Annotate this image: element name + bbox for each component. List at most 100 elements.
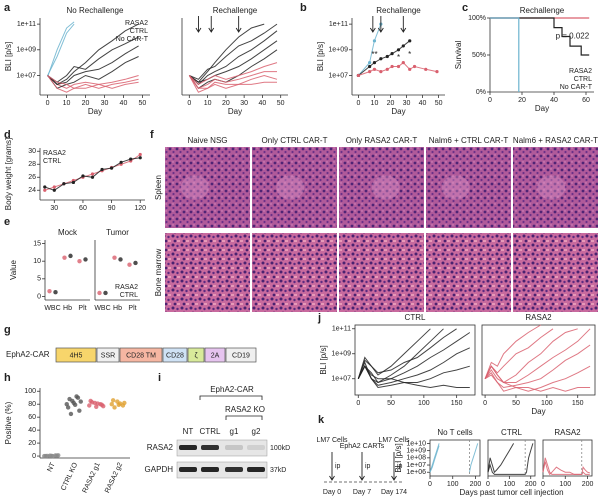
x-tick-label: 0 xyxy=(356,100,360,107)
domain-label: 2A xyxy=(211,352,220,359)
series-line xyxy=(47,75,139,89)
point xyxy=(112,255,117,260)
histology-image xyxy=(252,147,337,228)
x-tick-label: 200 xyxy=(470,481,482,488)
point xyxy=(112,405,117,410)
histology-image xyxy=(165,233,250,312)
x-tick-label: 100 xyxy=(418,400,430,407)
point xyxy=(56,453,61,458)
y-tick-label: 26 xyxy=(28,174,36,181)
series-line xyxy=(188,62,278,86)
follicle xyxy=(537,175,566,200)
annotation: * xyxy=(397,53,400,62)
histology-image xyxy=(426,233,511,312)
panel-letter: j xyxy=(317,312,321,324)
point xyxy=(90,172,95,176)
point xyxy=(50,453,55,459)
point xyxy=(118,257,123,262)
point xyxy=(396,64,401,69)
series-line xyxy=(189,40,278,83)
point xyxy=(109,166,114,170)
point xyxy=(396,48,401,52)
point xyxy=(89,400,95,405)
histology-image xyxy=(426,147,511,228)
point xyxy=(77,408,82,413)
point xyxy=(101,403,106,409)
x-tick-label: 100 xyxy=(559,481,571,488)
schema-arrow xyxy=(329,452,335,481)
x-tick-label: 60 xyxy=(582,97,590,104)
lane-label: g1 xyxy=(230,427,239,436)
x-tick-label: 50 xyxy=(512,400,520,407)
rechallenge-arrow xyxy=(369,16,376,33)
construct-domain xyxy=(96,347,120,363)
point xyxy=(109,402,114,407)
legend-entry: CTRL xyxy=(130,28,148,35)
rechallenge-arrow xyxy=(208,16,215,33)
x-axis-label: Day xyxy=(535,104,549,113)
series-line xyxy=(357,365,470,389)
column-header: Only CTRL CAR-T xyxy=(262,136,328,145)
point xyxy=(72,402,78,408)
point xyxy=(65,405,71,410)
plot-frame xyxy=(354,324,476,396)
series-line xyxy=(484,365,591,392)
panel-letter: f xyxy=(150,129,154,141)
series-line xyxy=(429,443,440,473)
series-line xyxy=(189,23,278,80)
panel-letter: d xyxy=(4,129,11,141)
x-tick-label: 0 xyxy=(488,97,492,104)
point xyxy=(356,73,361,78)
survival-curve xyxy=(490,17,520,92)
blot-band xyxy=(247,467,265,472)
point xyxy=(122,400,127,406)
y-tick-label: 20 xyxy=(28,440,36,447)
construct-domain xyxy=(119,347,163,363)
category-label: Hb xyxy=(113,305,122,312)
blot-strip xyxy=(176,439,268,457)
blot-band xyxy=(201,467,219,472)
domain-label: CD28 xyxy=(166,352,184,359)
size-marker: 37kD xyxy=(270,467,286,474)
panel-title: No T cells xyxy=(437,428,472,437)
column-header: Nalm6 + CTRL CAR-T xyxy=(429,136,509,145)
point xyxy=(68,411,74,417)
category-label: RASA2 g2 xyxy=(104,462,124,495)
point xyxy=(52,188,56,192)
series-line xyxy=(357,328,431,379)
panel-letter: i xyxy=(158,372,161,384)
column-header: Only RASA2 CAR-T xyxy=(346,136,418,145)
y-axis-label: BLI [p/s] xyxy=(316,42,325,71)
x-tick-label: 30 xyxy=(101,100,109,107)
series-line xyxy=(542,461,590,476)
y-axis-label: BLI [p/s] xyxy=(319,345,328,374)
x-tick-label: 20 xyxy=(518,97,526,104)
construct-label: EphA2-CAR xyxy=(6,350,50,359)
point xyxy=(138,156,142,160)
point xyxy=(379,57,383,61)
point xyxy=(44,453,50,459)
x-axis-label: Day xyxy=(228,107,242,116)
panel-letter: a xyxy=(4,2,11,14)
blot-strip xyxy=(176,461,268,479)
y-tick-label: 1e+08 xyxy=(406,455,426,462)
construct-domain xyxy=(162,347,188,363)
point xyxy=(385,54,389,59)
histology-image xyxy=(513,147,598,228)
x-tick-label: 150 xyxy=(451,400,463,407)
follicle xyxy=(276,175,305,200)
y-tick-label: 1e+11 xyxy=(329,21,348,28)
category-label: CTRL KO xyxy=(60,461,79,492)
point xyxy=(372,67,377,71)
series-line xyxy=(47,75,139,93)
panel-title: RASA2 xyxy=(525,313,552,322)
point xyxy=(368,64,372,69)
annotation: ** xyxy=(371,50,377,59)
point xyxy=(372,61,377,65)
point xyxy=(43,188,47,192)
schema-route: ip xyxy=(397,463,403,470)
y-tick-label: 1e+10 xyxy=(406,440,426,447)
point xyxy=(68,253,73,259)
legend-entry: RASA2 xyxy=(115,284,138,291)
schema-label: LM7 Cells xyxy=(378,437,410,444)
